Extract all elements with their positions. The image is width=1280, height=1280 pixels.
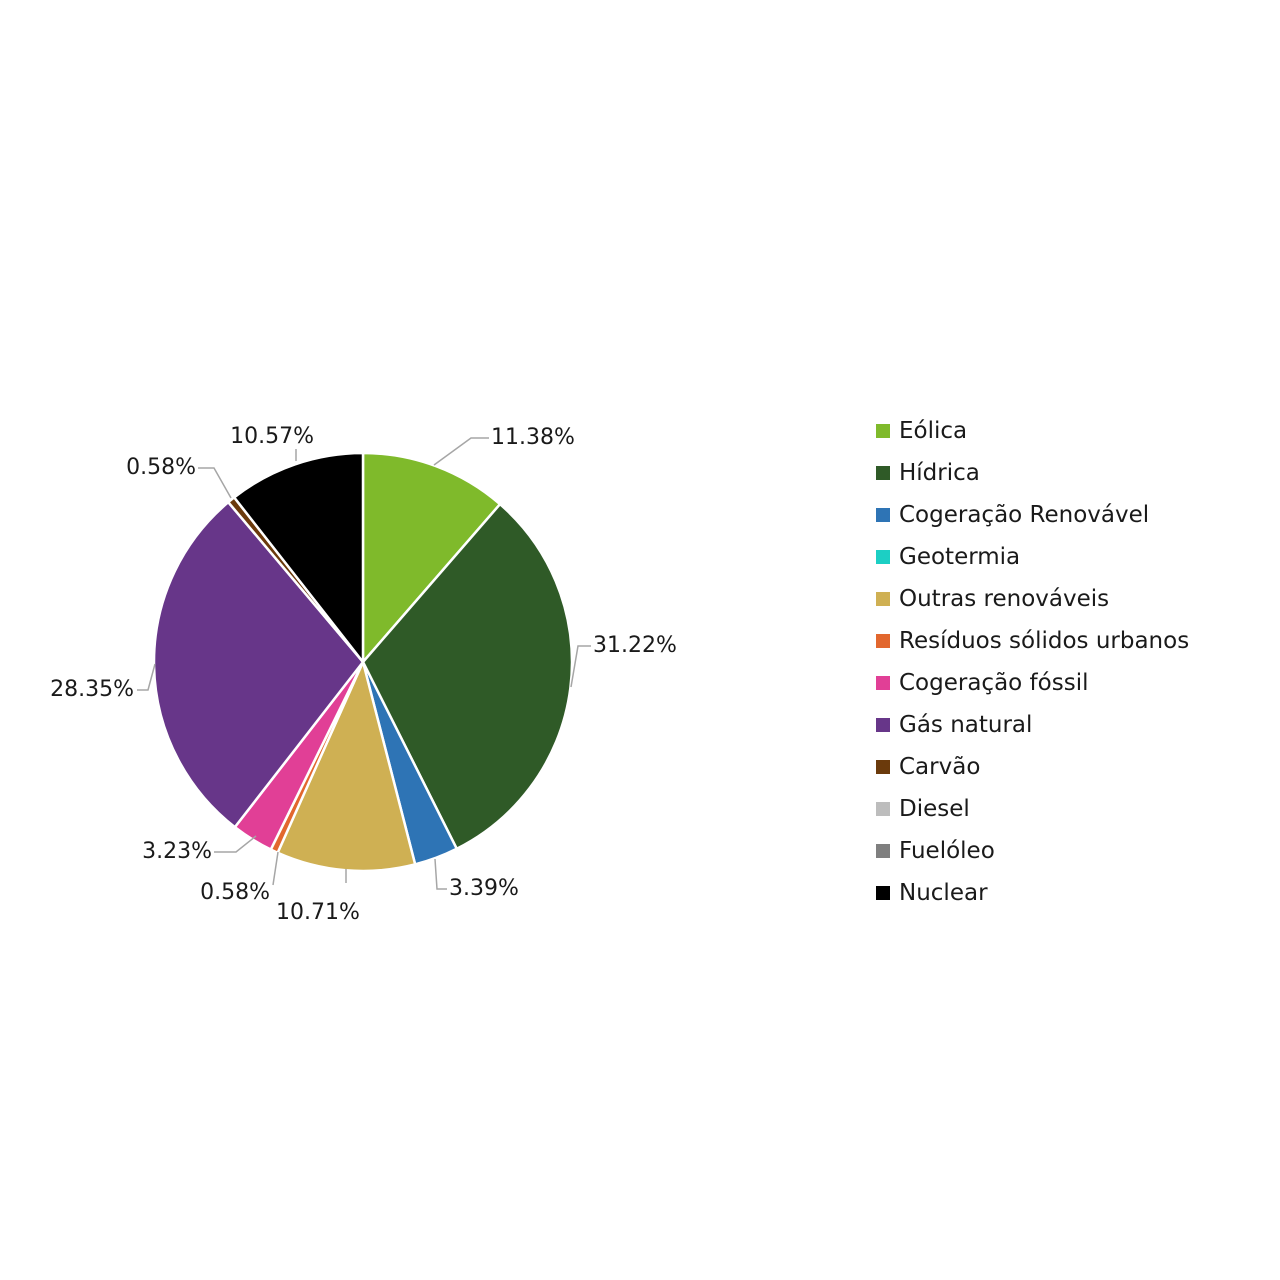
legend-swatch (876, 592, 890, 606)
legend-swatch (876, 508, 890, 522)
legend-item-hidrica: Hídrica (876, 452, 1189, 494)
legend: Eólica Hídrica Cogeração Renovável Geotermi… (876, 410, 1189, 914)
legend-item-eolica: Eólica (876, 410, 1189, 452)
legend-item-residuos-solidos-urbanos: Resíduos sólidos urbanos (876, 620, 1189, 662)
data-label-cogeracao-renovavel: 3.39% (449, 876, 519, 901)
leader-line-gas-natural (137, 663, 156, 691)
leader-line-carvao (198, 467, 232, 499)
legend-item-nuclear: Nuclear (876, 872, 1189, 914)
legend-label: Hídrica (899, 460, 980, 486)
legend-label: Eólica (899, 418, 968, 444)
legend-swatch (876, 718, 890, 732)
leader-line-cogeracao-renovavel (434, 858, 447, 890)
data-label-cogeracao-fossil: 3.23% (142, 839, 212, 864)
leader-line-cogeracao-fossil (214, 835, 257, 853)
pie-slice-nuclear (232, 451, 365, 664)
legend-label: Outras renováveis (899, 586, 1110, 612)
legend-swatch (876, 550, 890, 564)
leader-lines (137, 437, 591, 890)
legend-label: Geotermia (899, 544, 1021, 570)
pie-slice-eolica (361, 451, 502, 664)
data-label-gas-natural: 28.35% (50, 677, 134, 702)
legend-label: Gás natural (899, 712, 1033, 738)
legend-item-cogeracao-renovavel: Cogeração Renovável (876, 494, 1189, 536)
data-label-residuos-solidos-urbanos: 0.58% (200, 880, 270, 905)
legend-label: Fuelóleo (899, 838, 995, 864)
legend-swatch (876, 634, 890, 648)
legend-item-geotermia: Geotermia (876, 536, 1189, 578)
legend-swatch (876, 802, 890, 816)
legend-label: Carvão (899, 754, 981, 780)
legend-item-outras-renovaveis: Outras renováveis (876, 578, 1189, 620)
legend-item-carvao: Carvão (876, 746, 1189, 788)
data-labels: 11.38%31.22%3.39%10.71%0.58%3.23%28.35%0… (50, 424, 677, 925)
pie-slices (152, 451, 574, 873)
data-label-hidrica: 31.22% (593, 633, 677, 658)
legend-item-cogeracao-fossil: Cogeração fóssil (876, 662, 1189, 704)
data-label-carvao: 0.58% (126, 455, 196, 480)
legend-swatch (876, 466, 890, 480)
leader-line-eolica (433, 437, 489, 466)
legend-label: Nuclear (899, 880, 988, 906)
legend-swatch (876, 844, 890, 858)
legend-swatch (876, 886, 890, 900)
data-label-eolica: 11.38% (491, 425, 575, 450)
legend-swatch (876, 424, 890, 438)
legend-swatch (876, 760, 890, 774)
leader-line-hidrica (570, 645, 591, 688)
data-label-outras-renovaveis: 10.71% (276, 900, 360, 925)
legend-label: Cogeração fóssil (899, 670, 1089, 696)
legend-item-diesel: Diesel (876, 788, 1189, 830)
legend-item-fueloleo: Fuelóleo (876, 830, 1189, 872)
legend-label: Resíduos sólidos urbanos (899, 628, 1190, 654)
pie-slice-hidrica (361, 502, 574, 851)
legend-swatch (876, 676, 890, 690)
legend-label: Cogeração Renovável (899, 502, 1150, 528)
legend-item-gas-natural: Gás natural (876, 704, 1189, 746)
data-label-nuclear: 10.57% (230, 424, 314, 449)
legend-label: Diesel (899, 796, 970, 822)
leader-line-residuos-solidos-urbanos (272, 851, 279, 886)
